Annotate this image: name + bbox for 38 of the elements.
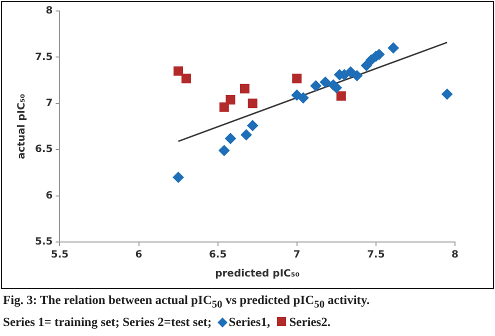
y-tick-label: 8: [46, 6, 53, 17]
point: [226, 94, 236, 104]
x-tick-label: 8: [452, 250, 459, 261]
y-tick-label: 6.5: [34, 144, 53, 156]
caption: Fig. 3: The relation between actual pIC$_{50}$ vs predicted pIC$_{50}$ activity.: [3, 292, 371, 312]
point: [351, 70, 362, 82]
y-tick-label: 7.5: [34, 52, 53, 63]
y-tick-label: 7: [46, 98, 53, 109]
x-tick-label: 6.5: [208, 250, 227, 261]
point: [218, 145, 230, 156]
x-tick-label: 6: [135, 250, 142, 261]
x-tick-label: 7: [293, 250, 300, 261]
point: [224, 133, 236, 144]
y-tick-label: 5.5: [34, 236, 53, 248]
point: [388, 42, 399, 54]
y-axis-title: actual pIC₅₀: [16, 94, 28, 160]
point: [240, 84, 250, 94]
y-tick-label: 6: [46, 190, 53, 202]
point: [298, 92, 309, 104]
point: [310, 80, 322, 92]
x-tick-label: 7.5: [367, 250, 385, 261]
point: [247, 120, 258, 132]
x-axis-title: predicted pIC₅₀: [215, 268, 300, 280]
point: [360, 60, 372, 72]
point: [336, 91, 346, 101]
point: [345, 66, 356, 78]
point: [181, 74, 191, 84]
text: Series 1= training set; Series 2=test set;: [3, 314, 212, 328]
point: [442, 88, 453, 100]
legend-label: Series2.: [289, 314, 331, 328]
point: [172, 172, 184, 183]
point: [248, 98, 258, 108]
legend-label: Series1,: [228, 314, 270, 328]
point: [320, 76, 331, 88]
point: [219, 102, 229, 112]
point: [240, 129, 252, 140]
point: [292, 74, 302, 84]
point: [174, 66, 184, 76]
